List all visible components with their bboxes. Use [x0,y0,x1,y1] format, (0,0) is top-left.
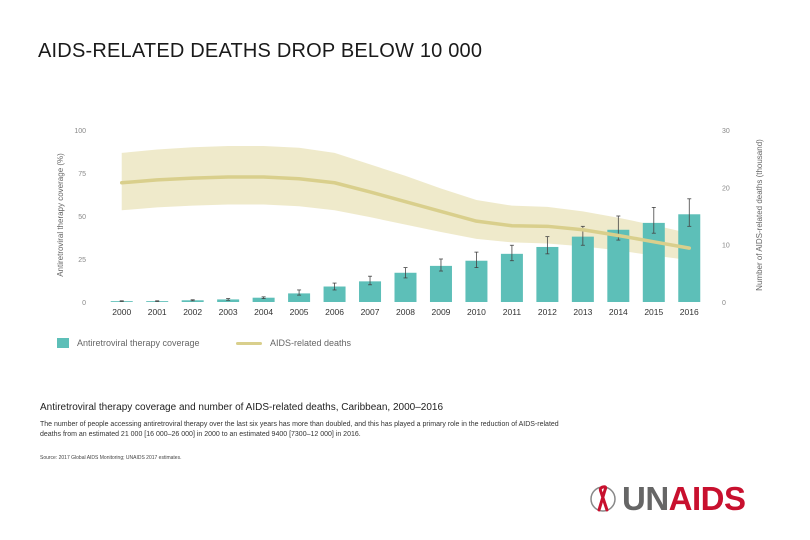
coverage-bar-2005 [288,293,311,302]
x-tick-2015: 2015 [644,307,663,317]
coverage-error-2008 [403,267,408,279]
right-axis-label: Number of AIDS-related deaths (thousand) [755,139,764,291]
legend-item-coverage: Antiretroviral therapy coverage [57,338,200,348]
coverage-bar-2008 [394,272,417,302]
coverage-error-2015 [651,206,656,234]
x-tick-2001: 2001 [148,307,167,317]
coverage-bar-2016 [678,214,701,302]
right-axis-ticks: 0 10 20 30 [722,128,730,307]
red-ribbon-icon [590,485,616,512]
coverage-bar-2011 [500,253,523,302]
coverage-error-2006 [332,282,337,291]
figure-source: Source: 2017 Global AIDS Monitoring; UNA… [40,455,182,461]
coverage-bar-2013 [571,236,594,302]
x-tick-2002: 2002 [183,307,202,317]
coverage-error-2011 [509,244,514,262]
deaths-line [119,175,692,250]
logo-un: UN [622,480,669,517]
right-tick-10: 10 [722,243,730,250]
left-tick-75: 75 [78,171,86,178]
right-tick-0: 0 [722,300,726,307]
coverage-bar-2007 [359,281,382,302]
coverage-bar-2010 [465,260,488,302]
legend-swatch-deaths [236,341,262,345]
logo-text: UNAIDS [622,480,746,518]
legend-item-deaths: AIDS-related deaths [236,338,351,348]
x-tick-2004: 2004 [254,307,273,317]
coverage-error-2000 [119,300,124,302]
left-tick-100: 100 [74,128,86,135]
left-axis-label: Antiretroviral therapy coverage (%) [56,153,65,277]
x-tick-2016: 2016 [680,307,699,317]
legend-label-coverage: Antiretroviral therapy coverage [77,338,200,348]
slide-title: AIDS-RELATED DEATHS DROP BELOW 10 000 [38,40,483,62]
coverage-error-2005 [297,289,302,296]
left-tick-50: 50 [78,214,86,221]
coverage-error-2001 [155,300,160,302]
right-tick-30: 30 [722,128,730,135]
right-tick-20: 20 [722,185,730,192]
x-tick-2006: 2006 [325,307,344,317]
coverage-bar-2006 [323,286,346,302]
figure-caption: Antiretroviral therapy coverage and numb… [40,402,444,413]
coverage-error-2004 [261,296,266,299]
x-tick-2007: 2007 [361,307,380,317]
coverage-bar-2003 [217,299,240,302]
chart: 2000 2001 2002 2003 2004 2005 2006 2007 2008 2009… [56,128,764,317]
coverage-bar-2015 [642,222,665,302]
x-tick-2003: 2003 [219,307,238,317]
left-tick-0: 0 [82,300,86,307]
coverage-error-2007 [368,275,373,286]
x-tick-2000: 2000 [112,307,131,317]
x-tick-2013: 2013 [573,307,592,317]
coverage-bar-2014 [607,229,630,302]
coverage-bar-2012 [536,246,559,302]
figure-description: The number of people accessing antiretro… [40,421,559,438]
coverage-bars [110,214,701,302]
left-tick-25: 25 [78,257,86,264]
coverage-bar-2004 [252,297,275,302]
x-tick-2009: 2009 [432,307,451,317]
logo-aids: AIDS [668,480,746,517]
x-tick-2011: 2011 [503,307,522,317]
x-tick-2008: 2008 [396,307,415,317]
coverage-error-2016 [687,198,692,227]
coverage-error-2012 [545,236,550,255]
left-axis-ticks: 0 25 50 75 100 [74,128,86,307]
x-axis-ticks: 2000 2001 2002 2003 2004 2005 2006 2007 2008 2009… [112,307,699,317]
deaths-line-path [119,175,692,250]
coverage-error-2009 [438,258,443,272]
coverage-error-2010 [474,251,479,269]
coverage-error-bars [119,198,692,302]
legend-label-deaths: AIDS-related deaths [270,338,352,348]
coverage-bar-2009 [429,265,452,302]
legend-swatch-coverage [57,338,69,348]
x-tick-2010: 2010 [467,307,486,317]
x-tick-2012: 2012 [538,307,557,317]
unaids-logo: UNAIDS [590,480,746,518]
x-tick-2014: 2014 [609,307,628,317]
coverage-error-2002 [190,299,195,302]
coverage-error-2003 [226,298,231,301]
x-tick-2005: 2005 [290,307,309,317]
